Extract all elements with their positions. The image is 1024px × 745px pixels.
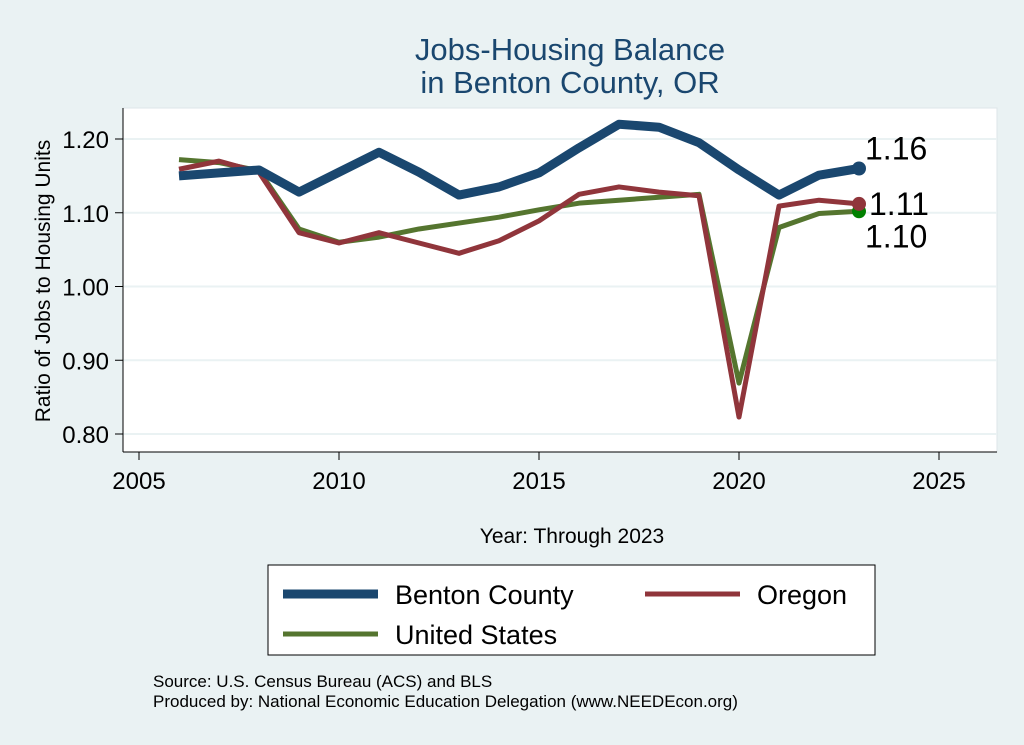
x-axis-label: Year: Through 2023 bbox=[480, 525, 665, 548]
series-line-oregon bbox=[178, 158, 860, 420]
source-note: Source: U.S. Census Bureau (ACS) and BLS bbox=[153, 672, 493, 691]
legend-label: Benton County bbox=[395, 580, 574, 610]
x-tick-label: 2005 bbox=[112, 468, 165, 495]
chart-title-line: Jobs-Housing Balance bbox=[415, 32, 725, 67]
x-tick-label: 2025 bbox=[912, 468, 965, 495]
chart-title-line: in Benton County, OR bbox=[420, 65, 719, 100]
end-label-oregon: 1.11 bbox=[869, 186, 929, 222]
legend-label: United States bbox=[395, 620, 557, 650]
legend bbox=[267, 564, 876, 656]
end-label-benton: 1.16 bbox=[865, 131, 927, 167]
x-tick-label: 2015 bbox=[512, 468, 565, 495]
y-tick-label: 0.80 bbox=[62, 422, 109, 449]
y-tick-label: 1.20 bbox=[62, 127, 109, 154]
end-label-us: 1.10 bbox=[865, 218, 927, 254]
series-line-benton-county bbox=[178, 119, 860, 200]
end-marker bbox=[852, 196, 866, 211]
end-marker bbox=[852, 161, 866, 176]
x-tick-label: 2010 bbox=[312, 468, 365, 495]
x-tick-label: 2020 bbox=[712, 468, 765, 495]
y-axis-label: Ratio of Jobs to Housing Units bbox=[32, 140, 55, 422]
y-tick-label: 1.10 bbox=[62, 201, 109, 228]
y-tick-label: 0.90 bbox=[62, 348, 109, 375]
produced-by-note: Produced by: National Economic Education… bbox=[153, 692, 738, 711]
y-tick-label: 1.00 bbox=[62, 275, 109, 302]
legend-label: Oregon bbox=[757, 580, 847, 610]
